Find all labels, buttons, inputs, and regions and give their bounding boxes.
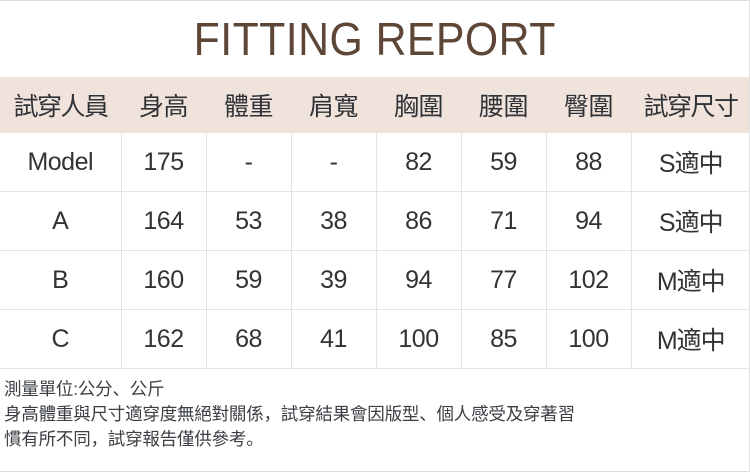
cell-bust: 94 (376, 250, 462, 310)
cell-shoulder: 39 (291, 250, 377, 310)
column-header-size: 試穿尺寸 (643, 93, 739, 121)
cell-weight: 68 (206, 309, 292, 369)
cell-height: 175 (121, 133, 207, 192)
table-header-row: 試穿人員 身高 體重 肩寬 胸圍 腰圍 臀圍 試穿尺寸 (0, 77, 749, 133)
column-header-waist: 腰圍 (478, 93, 529, 121)
page-title: FITTING REPORT (193, 13, 556, 65)
table-row: C 162 68 41 100 85 100 M適中 (0, 309, 749, 369)
note-disclaimer-line-1: 身高體重與尺寸適穿度無絕對關係，試穿結果會因版型、個人感受及穿著習 (4, 403, 575, 424)
table-row: Model 175 - - 82 59 88 S適中 (0, 133, 749, 192)
cell-weight: - (206, 133, 292, 192)
cell-height: 162 (121, 309, 207, 369)
table-header: 試穿人員 身高 體重 肩寬 胸圍 腰圍 臀圍 試穿尺寸 (0, 77, 749, 133)
cell-shoulder: 38 (291, 191, 377, 251)
cell-bust: 86 (376, 191, 462, 251)
note-disclaimer-line-2: 慣有所不同，試穿報告僅供參考。 (4, 428, 264, 449)
cell-size: S適中 (631, 133, 749, 192)
cell-person: Model (0, 133, 122, 192)
note-measurement-unit: 測量單位:公分、公斤 (4, 379, 165, 399)
table-row: A 164 53 38 86 71 94 S適中 (0, 191, 749, 251)
table-body: Model 175 - - 82 59 88 S適中 A 164 53 38 8… (0, 133, 749, 369)
cell-hip: 88 (546, 133, 632, 192)
cell-person: C (0, 309, 122, 369)
cell-height: 164 (121, 191, 207, 251)
table-row: B 160 59 39 94 77 102 M適中 (0, 250, 749, 310)
column-header-height: 身高 (138, 93, 189, 121)
cell-bust: 100 (376, 309, 462, 369)
cell-shoulder: - (291, 133, 377, 192)
fitting-report-table: 試穿人員 身高 體重 肩寬 胸圍 腰圍 臀圍 試穿尺寸 Model 175 - … (0, 77, 749, 369)
cell-person: A (0, 191, 122, 251)
cell-size: M適中 (631, 250, 749, 310)
column-header-weight: 體重 (223, 93, 274, 121)
cell-hip: 94 (546, 191, 632, 251)
column-header-hip: 臀圍 (563, 93, 614, 121)
cell-size: M適中 (631, 309, 749, 369)
cell-waist: 71 (461, 191, 547, 251)
cell-shoulder: 41 (291, 309, 377, 369)
cell-weight: 53 (206, 191, 292, 251)
cell-waist: 77 (461, 250, 547, 310)
page-title-container: FITTING REPORT (0, 1, 749, 77)
cell-bust: 82 (376, 133, 462, 192)
cell-weight: 59 (206, 250, 292, 310)
cell-hip: 102 (546, 250, 632, 310)
column-header-bust: 胸圍 (393, 93, 444, 121)
cell-waist: 59 (461, 133, 547, 192)
column-header-shoulder: 肩寬 (308, 93, 359, 121)
column-header-person: 試穿人員 (13, 93, 109, 121)
cell-waist: 85 (461, 309, 547, 369)
cell-height: 160 (121, 250, 207, 310)
cell-size: S適中 (631, 191, 749, 251)
footer-notes: 測量單位:公分、公斤 身高體重與尺寸適穿度無絕對關係，試穿結果會因版型、個人感受… (0, 369, 749, 452)
cell-hip: 100 (546, 309, 632, 369)
cell-person: B (0, 250, 122, 310)
